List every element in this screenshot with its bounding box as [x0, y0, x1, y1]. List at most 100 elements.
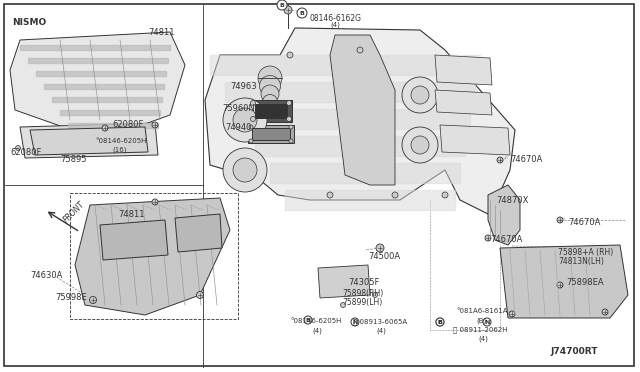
- Circle shape: [509, 311, 515, 317]
- Circle shape: [497, 157, 503, 163]
- Circle shape: [436, 318, 444, 326]
- Text: 74500A: 74500A: [368, 252, 400, 261]
- Text: 62080F: 62080F: [112, 120, 143, 129]
- Polygon shape: [435, 55, 492, 85]
- Circle shape: [402, 127, 438, 163]
- Text: 75898(RH): 75898(RH): [342, 289, 383, 298]
- Circle shape: [223, 148, 267, 192]
- Circle shape: [327, 192, 333, 198]
- Circle shape: [304, 316, 312, 324]
- Circle shape: [15, 145, 20, 151]
- Circle shape: [259, 76, 280, 96]
- Text: 75898+A (RH): 75898+A (RH): [558, 248, 613, 257]
- Text: B: B: [438, 320, 442, 324]
- Circle shape: [305, 317, 312, 324]
- Circle shape: [258, 66, 282, 90]
- Text: 74811: 74811: [118, 210, 145, 219]
- Circle shape: [557, 282, 563, 288]
- Circle shape: [264, 104, 276, 116]
- Polygon shape: [252, 128, 290, 140]
- Circle shape: [284, 6, 292, 14]
- Text: 74870X: 74870X: [496, 196, 529, 205]
- Text: B: B: [280, 3, 284, 7]
- Text: 75895: 75895: [60, 155, 86, 164]
- Text: 74813N(LH): 74813N(LH): [558, 257, 604, 266]
- Text: N: N: [352, 320, 358, 324]
- Text: (4): (4): [478, 335, 488, 341]
- Text: NISMO: NISMO: [12, 18, 46, 27]
- Circle shape: [277, 0, 287, 10]
- Circle shape: [340, 302, 346, 308]
- Text: B: B: [300, 10, 305, 16]
- Circle shape: [436, 318, 444, 326]
- Circle shape: [90, 296, 97, 304]
- Polygon shape: [205, 28, 515, 215]
- Circle shape: [102, 125, 108, 131]
- Circle shape: [402, 77, 438, 113]
- Circle shape: [289, 139, 293, 143]
- Text: B: B: [438, 320, 442, 324]
- Circle shape: [152, 199, 158, 205]
- Circle shape: [297, 8, 307, 18]
- Bar: [70, 193, 238, 319]
- Circle shape: [372, 292, 378, 298]
- Polygon shape: [250, 100, 292, 122]
- Circle shape: [233, 158, 257, 182]
- Text: 08146-6162G: 08146-6162G: [310, 14, 362, 23]
- Circle shape: [233, 108, 257, 132]
- Polygon shape: [30, 127, 148, 155]
- Text: 75899(LH): 75899(LH): [342, 298, 382, 307]
- Text: 75898EA: 75898EA: [566, 278, 604, 287]
- Circle shape: [287, 100, 291, 106]
- Text: FRONT: FRONT: [62, 200, 87, 224]
- Text: 74670A: 74670A: [568, 218, 600, 227]
- Circle shape: [262, 94, 278, 109]
- Text: Ⓝ 08911-2062H: Ⓝ 08911-2062H: [453, 326, 508, 333]
- Text: 62080F: 62080F: [10, 148, 42, 157]
- Text: 75998E: 75998E: [55, 293, 87, 302]
- Circle shape: [436, 318, 444, 326]
- Text: 74940: 74940: [225, 123, 252, 132]
- Circle shape: [287, 116, 291, 122]
- Circle shape: [485, 235, 491, 241]
- Circle shape: [411, 86, 429, 104]
- Circle shape: [483, 318, 491, 326]
- Circle shape: [249, 125, 253, 129]
- Circle shape: [250, 116, 255, 122]
- Polygon shape: [500, 245, 628, 318]
- Polygon shape: [440, 125, 510, 155]
- Text: 74305F: 74305F: [348, 278, 380, 287]
- Polygon shape: [20, 123, 158, 158]
- Circle shape: [376, 244, 384, 252]
- Circle shape: [351, 318, 358, 326]
- Circle shape: [351, 318, 359, 326]
- Text: (B): (B): [476, 317, 486, 324]
- Text: °08146-6205H: °08146-6205H: [290, 318, 341, 324]
- Text: Ⓝ 08913-6065A: Ⓝ 08913-6065A: [353, 318, 407, 325]
- Circle shape: [250, 100, 255, 106]
- Polygon shape: [175, 214, 222, 252]
- Polygon shape: [255, 104, 287, 118]
- Circle shape: [602, 309, 608, 315]
- Text: 74670A: 74670A: [510, 155, 542, 164]
- Text: 74670A: 74670A: [490, 235, 522, 244]
- Polygon shape: [330, 35, 395, 185]
- Circle shape: [392, 192, 398, 198]
- Text: 74811: 74811: [148, 28, 175, 37]
- Polygon shape: [248, 125, 294, 143]
- Polygon shape: [318, 265, 370, 298]
- Circle shape: [152, 122, 158, 128]
- Circle shape: [261, 85, 279, 103]
- Circle shape: [442, 192, 448, 198]
- Circle shape: [289, 125, 293, 129]
- Text: (4): (4): [376, 327, 386, 334]
- Circle shape: [483, 318, 490, 326]
- Text: 74630A: 74630A: [30, 271, 62, 280]
- Text: 75960N: 75960N: [222, 104, 255, 113]
- Text: N: N: [484, 320, 490, 324]
- Circle shape: [249, 139, 253, 143]
- Circle shape: [357, 47, 363, 53]
- Text: (4): (4): [312, 327, 322, 334]
- Text: 74963: 74963: [230, 82, 257, 91]
- Text: °081A6-8161A: °081A6-8161A: [456, 308, 508, 314]
